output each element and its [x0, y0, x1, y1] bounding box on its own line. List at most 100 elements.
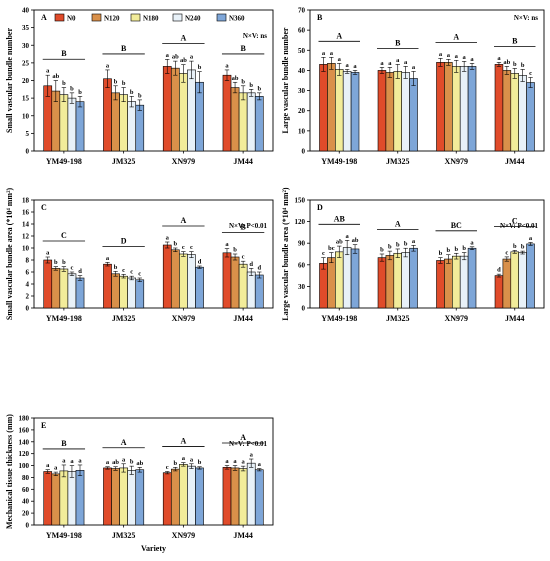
significance-letter: ab — [352, 237, 359, 244]
legend-swatch — [216, 13, 227, 22]
x-tick-label: JM44 — [233, 314, 253, 323]
significance-letter: a — [388, 60, 392, 67]
y-axis-label: Small vascular bundle area (*10⁴ mm²) — [5, 188, 14, 321]
bar — [59, 268, 69, 309]
y-tick-label: 0 — [26, 522, 30, 530]
bar — [254, 274, 264, 309]
bar — [335, 69, 344, 152]
y-tick-label: 50 — [298, 47, 306, 55]
group-letter: B — [395, 38, 401, 47]
bar — [195, 266, 204, 309]
bar — [75, 470, 85, 526]
significance-letter: b — [173, 460, 177, 467]
significance-letter: a — [46, 462, 50, 469]
bar — [59, 94, 69, 152]
y-tick-label: 18 — [22, 197, 30, 205]
significance-letter: bc — [328, 245, 335, 252]
bar — [75, 101, 85, 152]
significance-letter: c — [130, 269, 133, 276]
bar — [179, 464, 188, 526]
bar — [401, 72, 410, 152]
bar — [409, 247, 418, 309]
y-tick-label: 10 — [22, 112, 30, 120]
bar — [502, 258, 512, 309]
bar — [135, 104, 145, 152]
significance-letter: a — [250, 452, 254, 459]
panel-letter: E — [41, 421, 46, 430]
significance-letter: b — [249, 82, 253, 89]
bar — [135, 279, 145, 309]
bar — [111, 92, 120, 152]
bar — [436, 62, 445, 152]
significance-letter: b — [454, 246, 458, 253]
bar — [467, 247, 477, 309]
bar — [195, 467, 204, 526]
x-tick-label: XN979 — [444, 157, 468, 166]
bar — [67, 97, 77, 152]
legend-item: N120 — [91, 13, 120, 23]
bar — [230, 256, 240, 309]
significance-letter: a — [463, 54, 467, 61]
y-tick-label: 60 — [298, 261, 306, 269]
legend-label: N180 — [143, 15, 159, 23]
x-tick-label: JM325 — [112, 157, 136, 166]
bar — [170, 249, 180, 309]
interaction-note: N×V: ns — [243, 32, 267, 40]
interaction-note: N×V: ns — [514, 14, 538, 22]
bar — [162, 472, 172, 526]
significance-letter: a — [225, 458, 229, 465]
significance-letter: c — [505, 249, 508, 256]
y-tick-label: 5 — [26, 130, 30, 138]
bar — [222, 74, 232, 152]
legend-label: N240 — [185, 15, 201, 23]
x-tick-label: YM49-198 — [321, 314, 357, 323]
significance-letter: a — [190, 456, 194, 463]
group-letter: B — [61, 439, 67, 448]
x-tick-label: JM44 — [505, 314, 525, 323]
bar — [59, 470, 69, 526]
significance-letter: b — [130, 459, 134, 466]
significance-letter: b — [521, 244, 525, 251]
bar — [319, 64, 328, 152]
bar — [494, 64, 504, 152]
y-axis-label: Large vascular bundle area (*10⁴ mm²) — [281, 187, 290, 320]
panel-D: 0 30 60 90 120 150 Large vascular bundle area … — [281, 187, 545, 323]
significance-letter: b — [513, 61, 517, 68]
significance-letter: b — [388, 244, 392, 251]
y-tick-label: 35 — [22, 24, 30, 32]
significance-letter: a — [46, 68, 50, 75]
legend-item: N0 — [54, 13, 76, 23]
y-tick-label: 30 — [298, 87, 306, 95]
y-tick-label: 8 — [26, 257, 30, 265]
significance-letter: a — [225, 241, 229, 248]
significance-letter: a — [258, 461, 262, 468]
significance-letter: ab — [112, 459, 119, 466]
plot-frame — [309, 9, 545, 152]
significance-letter: b — [130, 89, 134, 96]
bar — [444, 62, 453, 152]
significance-letter: ab — [52, 73, 59, 80]
panel-letter: A — [41, 13, 47, 22]
bar — [393, 71, 402, 152]
bar — [111, 273, 120, 309]
significance-letter: b — [114, 264, 118, 271]
group-letter: B — [240, 223, 246, 232]
legend-label: N0 — [67, 15, 76, 23]
significance-letter: a — [330, 50, 334, 57]
group-letter: AB — [334, 214, 346, 223]
significance-letter: a — [396, 57, 400, 64]
bar — [135, 469, 145, 526]
bar — [179, 73, 188, 152]
significance-letter: b — [62, 80, 66, 87]
bar — [127, 101, 137, 152]
significance-letter: b — [54, 259, 58, 266]
bar — [335, 251, 344, 309]
significance-letter: a — [447, 52, 451, 59]
significance-letter: b — [404, 241, 408, 248]
x-tick-label: YM49-198 — [46, 157, 82, 166]
group-letter: A — [121, 438, 127, 447]
significance-letter: a — [233, 458, 237, 465]
significance-letter: d — [249, 261, 253, 268]
significance-letter: a — [322, 50, 326, 57]
